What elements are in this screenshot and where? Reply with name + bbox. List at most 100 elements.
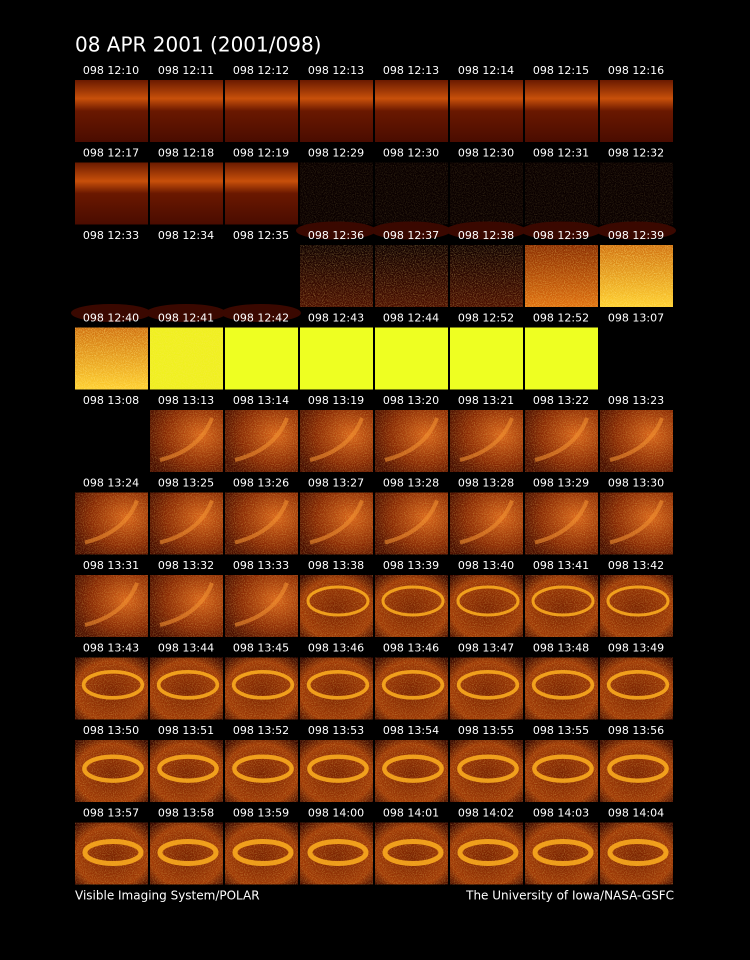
frame-label: 098 12:39 <box>533 229 589 242</box>
frame-label: 098 12:31 <box>533 147 589 160</box>
oval <box>81 669 145 700</box>
frame-label: 098 13:40 <box>458 559 514 572</box>
frame-label: 098 13:13 <box>158 394 214 407</box>
oval <box>307 839 369 866</box>
frame-label: 098 13:28 <box>458 477 514 490</box>
frame-image <box>525 80 598 142</box>
frame-bg <box>75 80 148 142</box>
arc <box>309 417 364 462</box>
frame-label: 098 13:08 <box>83 394 139 407</box>
oval <box>382 839 444 866</box>
frame-image <box>296 162 376 240</box>
frame-noise <box>150 657 223 720</box>
frame-image <box>71 245 151 322</box>
frame-noise <box>375 162 448 225</box>
frame-image <box>300 80 373 142</box>
frame-label: 098 13:49 <box>608 642 664 655</box>
frame-bg <box>225 80 298 142</box>
frame-bg <box>150 162 223 225</box>
frame-image <box>600 80 673 142</box>
frame-image <box>75 822 148 885</box>
frame-label: 098 13:25 <box>158 477 214 490</box>
frame-image <box>596 162 676 240</box>
frame-label: 098 12:30 <box>458 147 514 160</box>
frame-label: 098 13:43 <box>83 642 139 655</box>
frame-label: 098 14:03 <box>533 807 589 820</box>
frame-image <box>225 822 298 885</box>
frame-image <box>75 162 148 225</box>
frame-label: 098 13:24 <box>83 477 139 490</box>
frame-label: 098 12:52 <box>458 312 514 325</box>
frame-noise <box>375 245 448 307</box>
oval <box>382 754 444 783</box>
frame-noise <box>525 245 598 307</box>
frame-noise <box>300 575 373 637</box>
frame-image <box>375 327 448 390</box>
frame-label: 098 13:58 <box>158 807 214 820</box>
frame-image <box>150 657 223 720</box>
frame-bg <box>600 80 673 142</box>
frame-image <box>150 80 223 142</box>
frame-image <box>525 245 598 307</box>
frame-image <box>225 492 298 555</box>
frame-noise <box>525 162 598 225</box>
frame-image <box>525 410 598 472</box>
frame-noise <box>225 657 298 720</box>
frame-label: 098 13:21 <box>458 394 514 407</box>
frame-image <box>600 657 673 720</box>
frame-image <box>75 575 148 637</box>
frame-image <box>150 492 223 555</box>
frame-label: 098 12:30 <box>383 147 439 160</box>
frame-bg <box>450 80 523 142</box>
frame-image <box>75 80 148 142</box>
arc <box>159 582 214 627</box>
frame-image <box>300 245 373 307</box>
frame-image <box>525 740 598 802</box>
oval <box>457 839 519 866</box>
frame-bg <box>375 327 448 390</box>
oval <box>82 754 144 783</box>
frame-label: 098 13:07 <box>608 312 664 325</box>
frame-label: 098 12:40 <box>83 312 139 325</box>
frame-image <box>300 575 373 637</box>
frame-noise <box>300 245 373 307</box>
frame-noise <box>150 327 223 390</box>
frame-image <box>375 575 448 637</box>
arc <box>459 499 514 545</box>
frame-label: 098 13:42 <box>608 559 664 572</box>
frame-image <box>300 822 373 885</box>
frame-label: 098 13:26 <box>233 477 289 490</box>
oval <box>607 839 669 866</box>
frame-noise <box>600 245 673 307</box>
frame-image <box>450 492 523 555</box>
frame-label: 098 13:56 <box>608 724 664 737</box>
frame-bg <box>225 327 298 390</box>
frame-label: 098 13:20 <box>383 394 439 407</box>
frame-bg <box>150 245 223 307</box>
frame-bg <box>525 327 598 390</box>
oval <box>307 754 369 783</box>
frame-image <box>450 80 523 142</box>
frame-image <box>450 740 523 802</box>
arc <box>84 499 139 545</box>
frame-label: 098 13:19 <box>308 394 364 407</box>
frame-label: 098 13:27 <box>308 477 364 490</box>
oval <box>531 669 595 700</box>
frame-label: 098 13:39 <box>383 559 439 572</box>
limb <box>221 304 301 322</box>
oval <box>381 585 445 617</box>
frame-label: 098 13:48 <box>533 642 589 655</box>
frame-label: 098 13:30 <box>608 477 664 490</box>
frame-image <box>146 245 226 322</box>
frame-label: 098 12:44 <box>383 312 439 325</box>
frame-noise <box>75 657 148 720</box>
frame-label: 098 14:04 <box>608 807 664 820</box>
arc <box>309 499 364 545</box>
frame-noise <box>450 162 523 225</box>
frame-noise <box>600 575 673 637</box>
footer-left: Visible Imaging System/POLAR <box>75 889 260 903</box>
frame-label: 098 13:22 <box>533 394 589 407</box>
footer-right: The University of Iowa/NASA-GSFC <box>465 889 674 903</box>
frame-label: 098 14:02 <box>458 807 514 820</box>
arc <box>534 499 589 545</box>
